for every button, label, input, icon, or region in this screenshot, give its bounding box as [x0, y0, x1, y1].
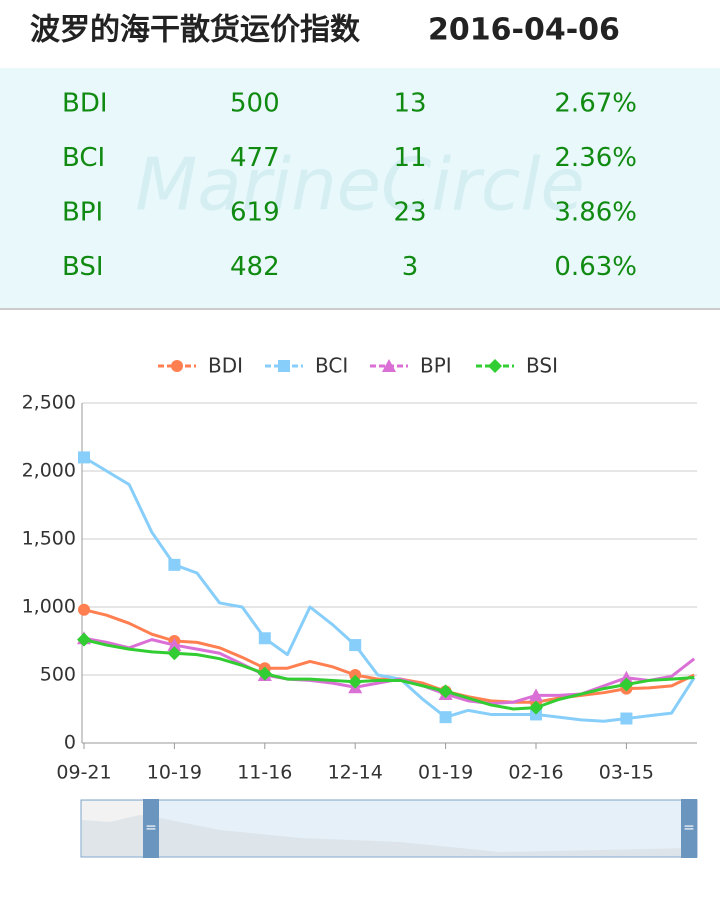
- table-cell: 0.63%: [554, 252, 637, 282]
- x-tick-label: 01-19: [418, 762, 473, 784]
- table-cell: 13: [393, 89, 426, 119]
- table-cell: 619: [230, 198, 280, 228]
- zoom-handle-right[interactable]: [681, 799, 697, 858]
- legend-label: BDI: [208, 354, 243, 378]
- y-tick-label: 1,500: [22, 528, 76, 550]
- table-cell: BSI: [62, 252, 104, 282]
- x-tick-label: 11-16: [237, 762, 292, 784]
- page-title: 波罗的海干散货运价指数: [30, 13, 361, 48]
- point: [529, 700, 543, 715]
- table-cell: 477: [230, 143, 280, 173]
- point: [348, 674, 363, 689]
- point: [439, 711, 452, 724]
- x-tick-label: 03-15: [599, 762, 654, 784]
- table-cell: 23: [393, 198, 426, 228]
- table-cell: BPI: [62, 198, 103, 228]
- table-cell: 3: [402, 252, 419, 282]
- table-cell: 500: [230, 89, 280, 119]
- point: [438, 684, 453, 699]
- watermark: MarineCircle: [135, 143, 585, 227]
- table-cell: BDI: [62, 89, 108, 119]
- point: [167, 638, 182, 652]
- point: [78, 603, 90, 616]
- x-tick-label: 09-21: [56, 762, 111, 784]
- handle-grip: =: [683, 820, 695, 836]
- y-tick-label: 2,500: [22, 392, 76, 414]
- point: [529, 688, 543, 702]
- point: [77, 632, 91, 647]
- zoom-preview: [82, 815, 695, 856]
- x-tick-label: 10-19: [147, 762, 202, 784]
- handle-grip: =: [145, 820, 157, 836]
- point: [257, 666, 272, 681]
- x-tick-label: 02-16: [508, 762, 563, 784]
- table-cell: BCI: [62, 143, 105, 173]
- point: [258, 632, 271, 645]
- y-tick-label: 2,000: [22, 460, 76, 482]
- table-cell: 2.36%: [554, 143, 637, 173]
- page-date: 2016-04-06: [428, 13, 620, 48]
- table-cell: 3.86%: [554, 198, 637, 228]
- point: [620, 712, 633, 725]
- y-tick-label: 0: [64, 732, 76, 754]
- point: [619, 677, 634, 692]
- legend-marker: [278, 360, 290, 372]
- point: [168, 558, 181, 571]
- table-cell: 11: [393, 143, 426, 173]
- point: [167, 646, 182, 661]
- y-tick-label: 1,000: [22, 596, 76, 618]
- x-tick-label: 12-14: [328, 762, 383, 784]
- zoom-handle-left[interactable]: [143, 799, 159, 858]
- legend-label: BCI: [315, 354, 348, 378]
- legend-label: BSI: [526, 354, 558, 378]
- y-tick-label: 500: [40, 664, 76, 686]
- point: [619, 670, 634, 684]
- point: [349, 639, 362, 652]
- legend-marker: [171, 360, 183, 372]
- series-line: [83, 638, 695, 711]
- point: [78, 451, 90, 464]
- legend-marker: [382, 359, 396, 372]
- table-background: [0, 68, 720, 308]
- legend-label: BPI: [420, 354, 452, 378]
- legend-marker: [488, 359, 502, 373]
- table-cell: 2.67%: [554, 89, 637, 119]
- series-line: [83, 456, 696, 723]
- table-cell: 482: [230, 252, 280, 282]
